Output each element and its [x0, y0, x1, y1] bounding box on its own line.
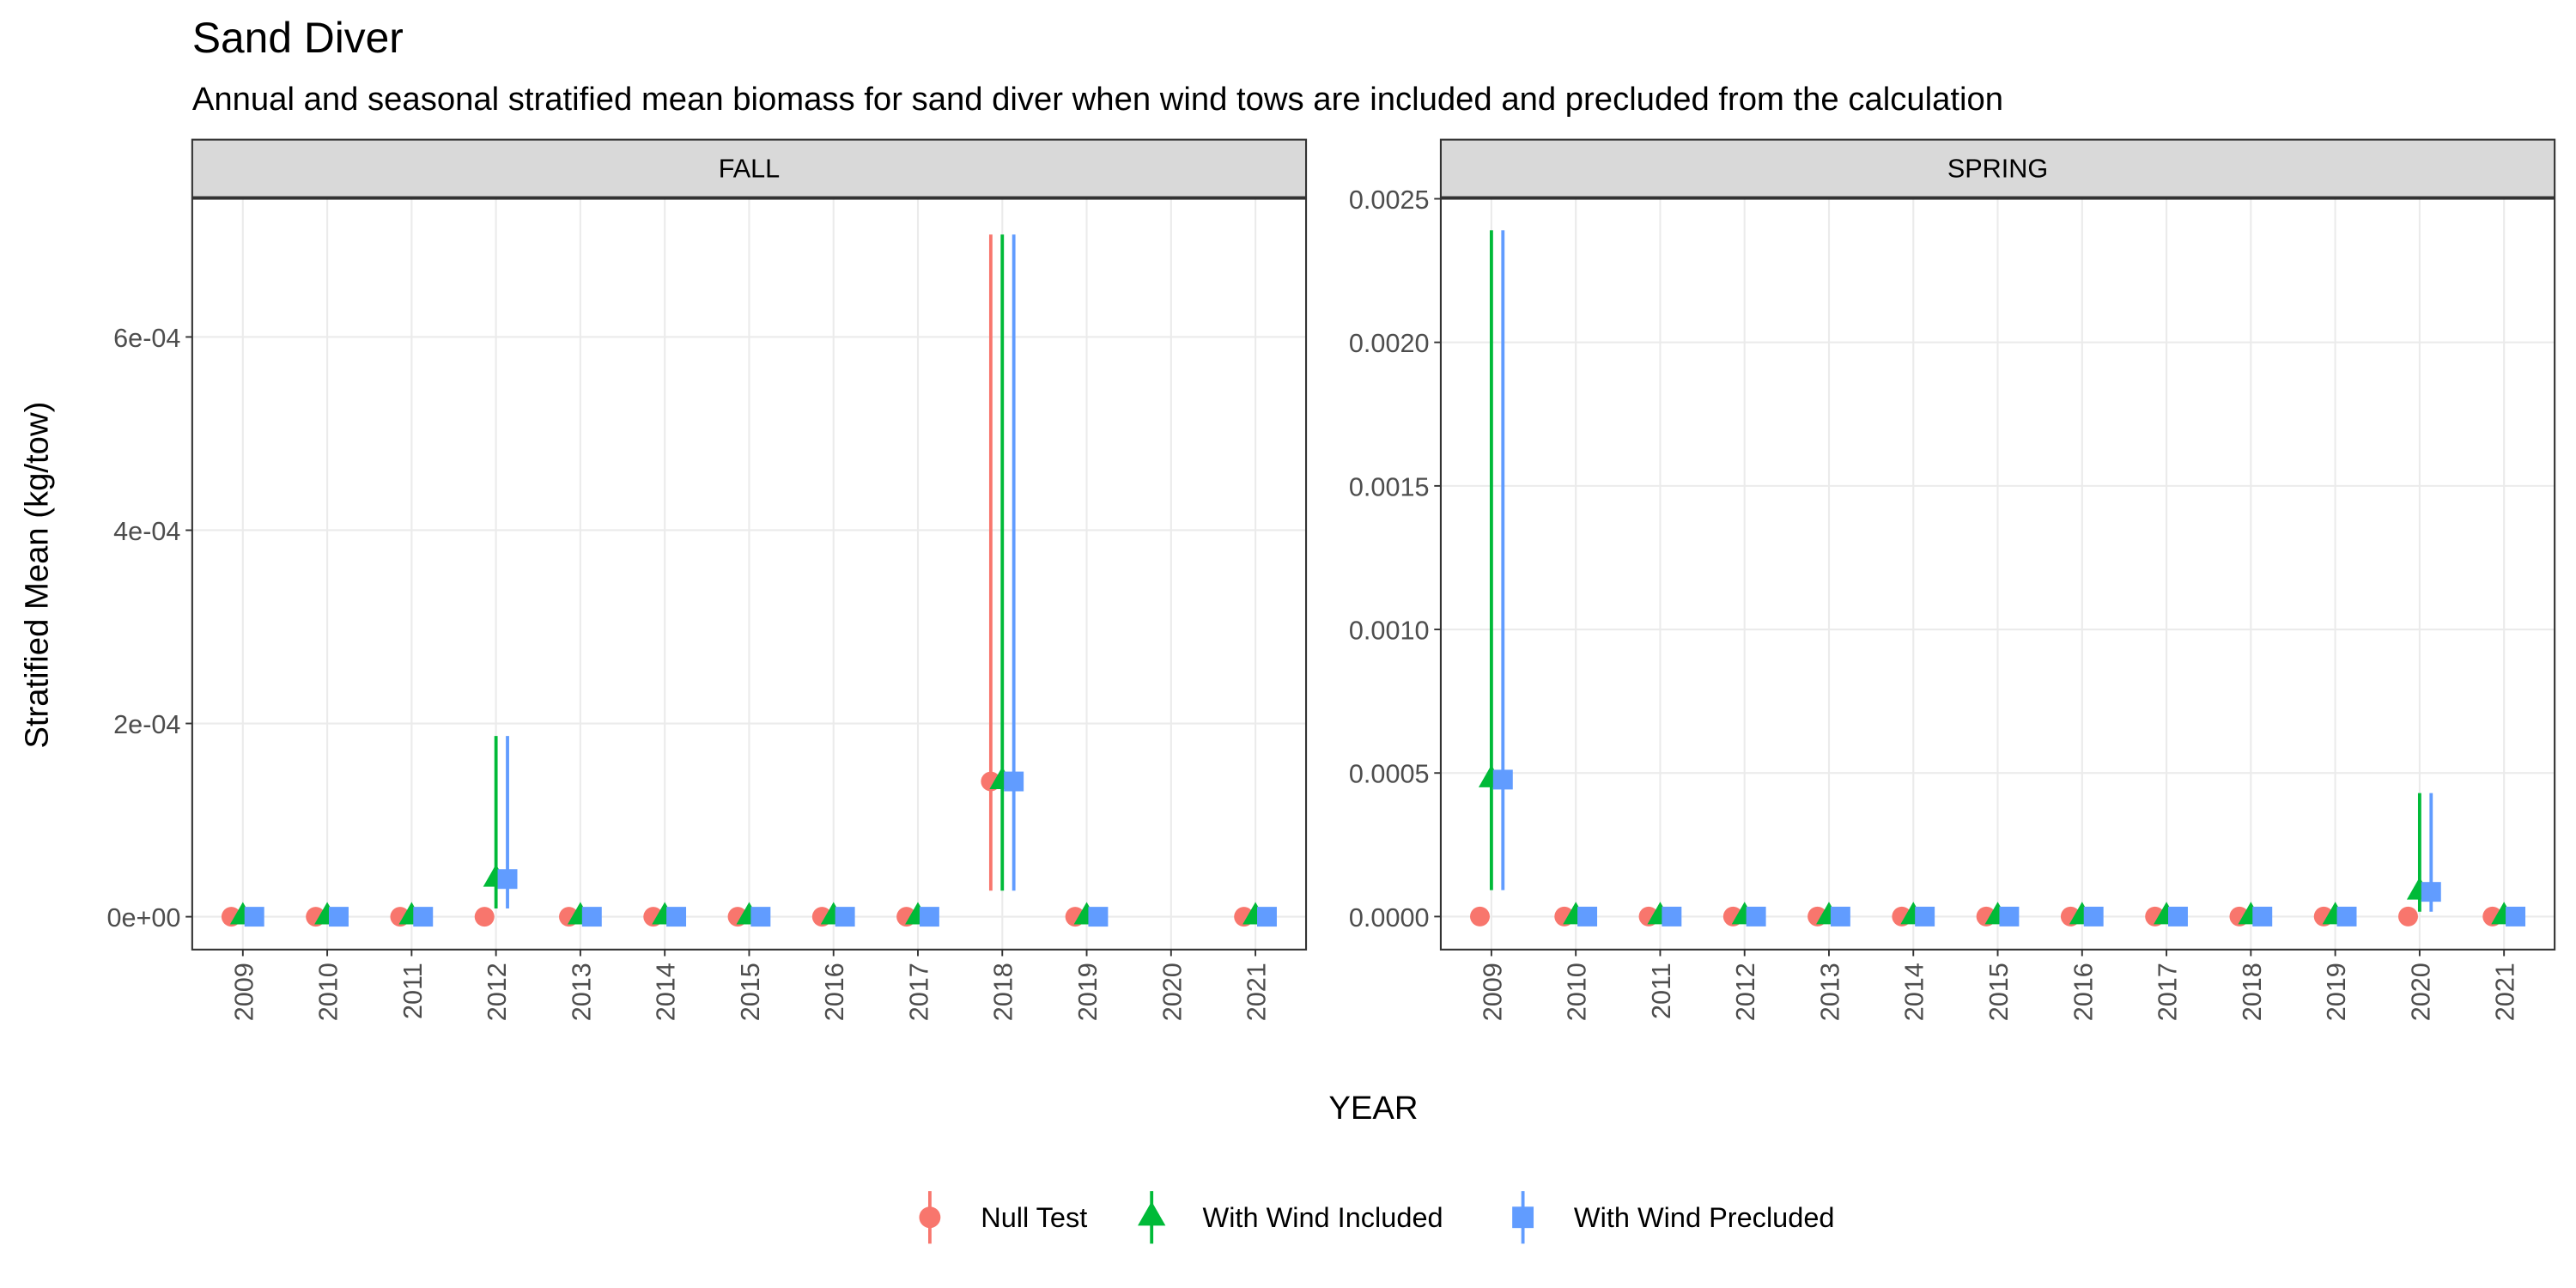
point — [1256, 907, 1277, 927]
strip-label: FALL — [719, 155, 780, 184]
point — [329, 907, 349, 927]
point — [244, 907, 264, 927]
y-tick-label: 2e-04 — [113, 710, 180, 739]
x-tick-label: 2019 — [1073, 963, 1103, 1021]
legend-label: Null Test — [981, 1202, 1087, 1233]
point — [666, 907, 687, 927]
legend-label: With Wind Precluded — [1574, 1202, 1835, 1233]
point — [919, 907, 939, 927]
x-axis-title: YEAR — [1328, 1090, 1418, 1127]
x-tick-label: 2009 — [229, 963, 258, 1021]
point — [919, 1206, 941, 1229]
point — [497, 869, 518, 890]
x-tick-label: 2017 — [2154, 963, 2183, 1021]
point — [1830, 906, 1850, 927]
y-tick-label: 0.0010 — [1349, 617, 1430, 646]
chart-subtitle: Annual and seasonal stratified mean biom… — [192, 81, 2003, 118]
y-axis-title: Stratified Mean (kg/tow) — [18, 402, 55, 749]
x-tick-label: 2014 — [652, 963, 681, 1021]
x-tick-label: 2016 — [2069, 963, 2098, 1021]
x-tick-label: 2011 — [398, 963, 428, 1019]
x-tick-label: 2018 — [2238, 963, 2267, 1021]
point — [2167, 906, 2188, 927]
point — [1138, 1201, 1166, 1226]
x-tick-label: 2012 — [1731, 963, 1760, 1021]
x-tick-label: 2020 — [2406, 963, 2435, 1021]
point — [2252, 906, 2273, 927]
panel-border — [1439, 197, 2556, 951]
point — [2506, 906, 2526, 927]
point — [1662, 906, 1682, 927]
point — [2083, 906, 2104, 927]
x-tick-label: 2014 — [1900, 963, 1929, 1021]
y-tick-label: 0.0005 — [1349, 760, 1430, 789]
y-tick-label: 0.0025 — [1349, 185, 1430, 215]
x-tick-label: 2013 — [1815, 963, 1844, 1021]
point — [1492, 769, 1513, 790]
point — [1088, 907, 1109, 927]
point — [581, 907, 602, 927]
x-tick-label: 2013 — [567, 963, 596, 1021]
x-tick-label: 2019 — [2322, 963, 2351, 1021]
x-tick-label: 2021 — [2491, 963, 2520, 1021]
y-tick-label: 6e-04 — [113, 324, 180, 353]
y-tick-label: 0.0020 — [1349, 329, 1430, 358]
x-tick-label: 2009 — [1478, 963, 1507, 1021]
x-tick-label: 2020 — [1157, 963, 1187, 1021]
x-tick-label: 2012 — [483, 963, 512, 1021]
legend-label: With Wind Included — [1203, 1202, 1443, 1233]
panel-border — [191, 197, 1308, 951]
point — [1746, 906, 1766, 927]
point — [1915, 906, 1935, 927]
point — [1577, 906, 1598, 927]
y-tick-label: 0.0000 — [1349, 903, 1430, 933]
point — [750, 907, 771, 927]
point — [1470, 906, 1490, 927]
y-tick-label: 0.0015 — [1349, 472, 1430, 501]
point — [1999, 906, 2020, 927]
strip-label: SPRING — [1947, 155, 2048, 184]
point — [2398, 906, 2418, 927]
x-tick-label: 2017 — [904, 963, 933, 1021]
x-tick-label: 2010 — [1563, 963, 1592, 1021]
point — [1004, 771, 1024, 792]
y-tick-label: 0e+00 — [106, 903, 180, 933]
point — [413, 907, 434, 927]
point — [1512, 1206, 1534, 1229]
chart-title: Sand Diver — [192, 14, 404, 62]
x-tick-label: 2010 — [314, 963, 343, 1021]
point — [2421, 882, 2441, 902]
strip — [1439, 138, 2556, 198]
x-tick-label: 2015 — [736, 963, 765, 1021]
point — [474, 907, 495, 927]
x-tick-label: 2018 — [989, 963, 1018, 1021]
x-tick-label: 2015 — [1984, 963, 2014, 1021]
y-tick-label: 4e-04 — [113, 517, 180, 546]
x-tick-label: 2016 — [820, 963, 849, 1021]
strip — [191, 138, 1308, 198]
point — [2336, 906, 2357, 927]
x-tick-label: 2021 — [1242, 963, 1272, 1021]
x-tick-label: 2011 — [1647, 963, 1676, 1019]
point — [835, 907, 855, 927]
